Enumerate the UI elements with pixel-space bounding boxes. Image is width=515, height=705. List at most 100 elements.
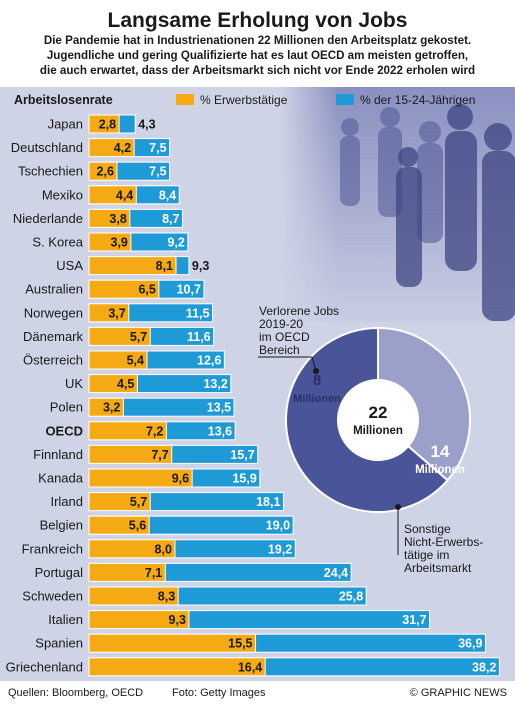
bar-chart: Japan 2,8 4,3 Deutschland 4,2 7,5 Tschechien 2,…	[6, 114, 500, 677]
category-label-norwegen: Norwegen	[24, 305, 83, 320]
value-label-erwerbstaetige-finnland: 7,7	[151, 448, 168, 462]
donut-center-value: 22	[369, 403, 388, 422]
category-label-italien: Italien	[48, 612, 83, 627]
value-label-jugendliche-deutschland: 7,5	[149, 141, 166, 155]
value-label-erwerbstaetige-portugal: 7,1	[145, 566, 162, 580]
subtitle-line-1: Die Pandemie hat in Industrienationen 22…	[43, 34, 472, 47]
bar-erwerbstaetige-portugal	[88, 562, 166, 582]
value-label-erwerbstaetige-griechenland: 16,4	[238, 660, 262, 674]
legend-label-erwerbstaetige: % Erwerbstätige	[200, 93, 288, 107]
value-label-jugendliche-s-korea: 9,2	[167, 236, 184, 250]
category-label-belgien: Belgien	[40, 518, 83, 533]
slice-value-lost-jobs: 8	[313, 372, 321, 389]
crowd-photo	[280, 87, 515, 322]
value-label-jugendliche-griechenland: 38,2	[472, 660, 496, 674]
value-label-erwerbstaetige-italien: 9,3	[169, 613, 186, 627]
category-label-irland: Irland	[50, 494, 83, 509]
slice-unit-other: Millionen	[415, 464, 465, 476]
category-label-niederlande: Niederlande	[13, 211, 83, 226]
value-label-erwerbstaetige-kanada: 9,6	[172, 472, 189, 486]
bar-erwerbstaetige-d-nemark	[88, 326, 151, 346]
bar-erwerbstaetige-irland	[88, 492, 151, 512]
annotation-lost-jobs-line-1: Verlorene Jobs	[259, 304, 339, 318]
donut-center-unit: Millionen	[353, 425, 403, 437]
category-label-uk: UK	[65, 376, 83, 391]
annotation-other-line-3: tätige im	[404, 548, 449, 562]
value-label-jugendliche-d-nemark: 11,6	[187, 330, 211, 344]
value-label-jugendliche--sterreich: 12,6	[197, 354, 221, 368]
slice-value-other: 14	[431, 442, 450, 461]
annotation-other-line-4: Arbeitsmarkt	[404, 561, 472, 575]
bar-erwerbstaetige-norwegen	[88, 303, 130, 323]
category-label-japan: Japan	[48, 117, 83, 132]
annotation-other-dot	[395, 504, 401, 510]
bar-erwerbstaetige-finnland	[88, 444, 173, 464]
value-label-jugendliche-irland: 18,1	[256, 495, 280, 509]
value-label-jugendliche-finnland: 15,7	[230, 448, 254, 462]
value-label-erwerbstaetige-polen: 3,2	[103, 401, 120, 415]
value-label-erwerbstaetige-uk: 4,5	[117, 377, 134, 391]
category-label-deutschland: Deutschland	[11, 140, 83, 155]
value-label-erwerbstaetige-australien: 6,5	[138, 283, 155, 297]
category-label-frankreich: Frankreich	[22, 541, 83, 556]
value-label-jugendliche-italien: 31,7	[402, 613, 426, 627]
category-label-d-nemark: Dänemark	[23, 329, 83, 344]
annotation-lost-jobs-dot	[313, 368, 319, 374]
value-label-erwerbstaetige-deutschland: 4,2	[114, 141, 131, 155]
bar-erwerbstaetige-deutschland	[88, 138, 135, 158]
annotation-lost-jobs-line-2: 2019-20	[259, 317, 303, 331]
legend-swatch-erwerbstaetige	[176, 94, 194, 105]
annotation-lost-jobs-line-4: Bereich	[259, 343, 300, 357]
value-label-erwerbstaetige-tschechien: 2,6	[97, 165, 114, 179]
bar-erwerbstaetige-frankreich	[88, 539, 176, 559]
value-label-erwerbstaetige-usa: 8,1	[156, 259, 173, 273]
category-label-portugal: Portugal	[35, 565, 84, 580]
bar-erwerbstaetige-oecd	[88, 421, 167, 441]
bar-erwerbstaetige--sterreich	[88, 350, 148, 370]
copyright: © GRAPHIC NEWS	[409, 687, 507, 699]
annotation-other-line-1: Sonstige	[404, 522, 451, 536]
category-label-finnland: Finnland	[33, 447, 83, 462]
value-label-jugendliche-norwegen: 11,5	[186, 306, 210, 320]
slice-unit-lost-jobs: Millionen	[293, 393, 341, 405]
value-label-jugendliche-oecd: 13,6	[208, 424, 232, 438]
value-label-erwerbstaetige-schweden: 8,3	[158, 590, 175, 604]
sources-credit: Quellen: Bloomberg, OECD	[8, 687, 144, 699]
footer: Quellen: Bloomberg, OECD Foto: Getty Ima…	[0, 681, 515, 705]
bar-erwerbstaetige-griechenland	[88, 657, 266, 677]
header: Langsame Erholung von Jobs Die Pandemie …	[0, 0, 515, 86]
legend-label-jugendliche: % der 15-24-Jährigen	[360, 93, 476, 107]
bar-erwerbstaetige-niederlande	[88, 208, 131, 228]
subtitle-line-2: Jugendliche und gering Qualifizierte hat…	[46, 49, 469, 62]
bar-erwerbstaetige-belgien	[88, 515, 150, 535]
bar-erwerbstaetige-kanada	[88, 468, 193, 488]
value-label-erwerbstaetige-d-nemark: 5,7	[130, 330, 147, 344]
category-label-mexiko: Mexiko	[42, 187, 83, 202]
donut-slice-other	[285, 326, 449, 513]
value-label-jugendliche-niederlande: 8,7	[162, 212, 179, 226]
donut-slice-lost-jobs	[377, 326, 471, 482]
value-label-erwerbstaetige-mexiko: 4,4	[116, 188, 133, 202]
value-label-jugendliche-polen: 13,5	[207, 401, 231, 415]
annotation-lost-jobs-line-3: im OECD	[259, 330, 310, 344]
annotation-other-line-2: Nicht-Erwerbs-	[404, 535, 483, 549]
value-label-erwerbstaetige-s-korea: 3,9	[111, 236, 128, 250]
category-label-australien: Australien	[25, 282, 83, 297]
bar-erwerbstaetige-japan	[88, 114, 120, 134]
value-label-jugendliche-kanada: 15,9	[232, 472, 256, 486]
value-label-erwerbstaetige-niederlande: 3,8	[109, 212, 126, 226]
category-label-spanien: Spanien	[35, 636, 83, 651]
category-label-usa: USA	[56, 258, 83, 273]
value-label-erwerbstaetige-belgien: 5,6	[129, 519, 146, 533]
value-label-jugendliche-portugal: 24,4	[324, 566, 348, 580]
value-label-jugendliche-uk: 13,2	[203, 377, 227, 391]
category-label-kanada: Kanada	[38, 471, 84, 486]
value-label-jugendliche-belgien: 19,0	[266, 519, 290, 533]
value-label-jugendliche-mexiko: 8,4	[159, 188, 176, 202]
category-label-oecd: OECD	[45, 423, 83, 438]
category-label--sterreich: Österreich	[23, 353, 83, 368]
bar-erwerbstaetige-uk	[88, 374, 138, 394]
chart-title: Langsame Erholung von Jobs	[107, 9, 408, 32]
legend-swatch-jugendliche	[336, 94, 354, 105]
value-label-jugendliche-japan: 4,3	[138, 118, 155, 132]
